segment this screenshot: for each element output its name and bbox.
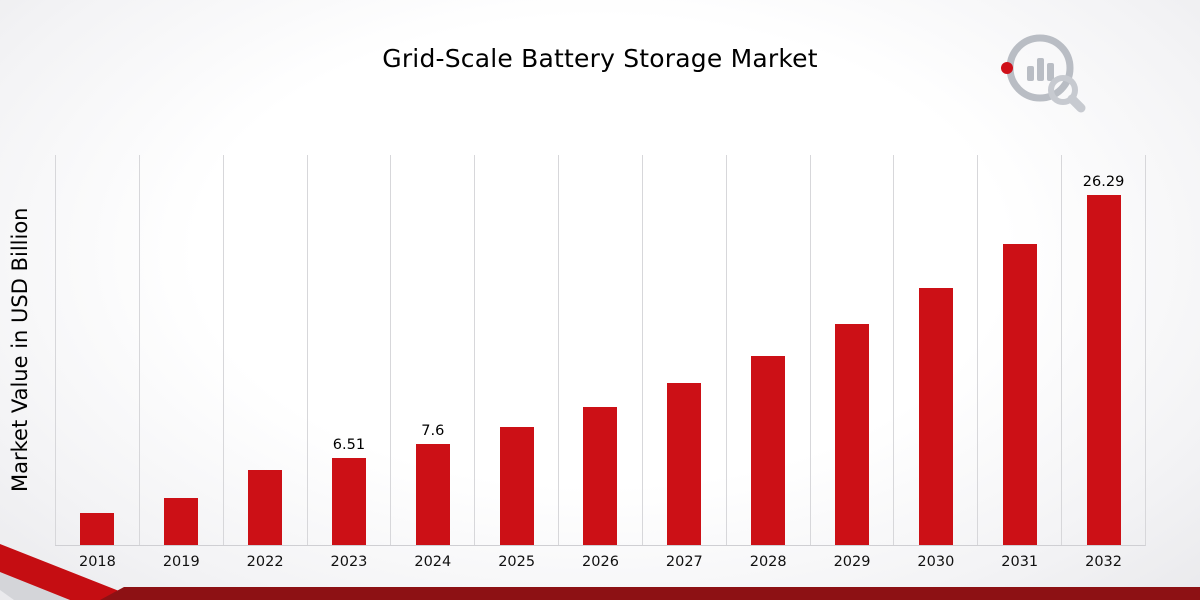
x-tick-label: 2024 [414, 554, 452, 570]
x-tick-label: 2023 [330, 554, 368, 570]
plot-area: 2018 2019 2022 6.51 2023 7.6 2024 2025 2026 2027 2… [55, 155, 1146, 570]
bar-2022 [248, 470, 283, 545]
x-tick-label: 2027 [665, 554, 703, 570]
chart-column: 2019 [138, 155, 223, 570]
chart-column: 2031 [977, 155, 1061, 570]
chart-column: 2030 [893, 155, 977, 570]
bar-2029 [835, 324, 870, 545]
chart-column: 26.29 2032 [1061, 155, 1145, 570]
bar-2028 [751, 356, 786, 545]
bar-2027 [667, 383, 702, 545]
x-tick-label: 2019 [162, 554, 200, 570]
x-tick-label: 2030 [917, 554, 955, 570]
chart-column: 2028 [725, 155, 810, 570]
bar-2024 [415, 444, 450, 545]
bar-value-label: 6.51 [332, 437, 366, 453]
bar-2031 [1002, 244, 1037, 545]
y-axis-label: Market Value in USD Billion [8, 207, 32, 493]
bar-2030 [918, 288, 953, 545]
chart-column: 2027 [641, 155, 726, 570]
bar-2023 [331, 458, 366, 545]
chart-column: 2025 [474, 155, 558, 570]
x-tick-label: 2032 [1085, 554, 1122, 570]
bar-2025 [499, 427, 534, 545]
brand-logo [996, 28, 1088, 118]
bottom-red-bar [100, 587, 1200, 600]
bar-2026 [583, 407, 618, 545]
chart-column: 2018 [55, 155, 139, 570]
bar-2018 [80, 513, 115, 545]
x-tick-label: 2028 [749, 554, 787, 570]
x-tick-label: 2022 [246, 554, 284, 570]
x-tick-label: 2026 [582, 554, 619, 570]
x-tick-label: 2029 [833, 554, 871, 570]
brand-logo-icon [1001, 34, 1086, 113]
bar-value-label: 26.29 [1082, 174, 1125, 190]
chart-title: Grid-Scale Battery Storage Market [382, 44, 818, 73]
x-tick-label: 2025 [498, 554, 536, 570]
bar-2019 [164, 498, 199, 545]
chart-column: 6.51 2023 [306, 155, 391, 570]
bar-value-label: 7.6 [421, 423, 445, 439]
chart-column: 2029 [809, 155, 894, 570]
bar-2032 [1086, 195, 1121, 545]
chart-column: 2026 [558, 155, 642, 570]
x-tick-label: 2018 [78, 554, 116, 570]
x-tick-label: 2031 [1001, 554, 1039, 570]
chart-column: 2022 [222, 155, 307, 570]
chart-column: 7.6 2024 [390, 155, 474, 570]
